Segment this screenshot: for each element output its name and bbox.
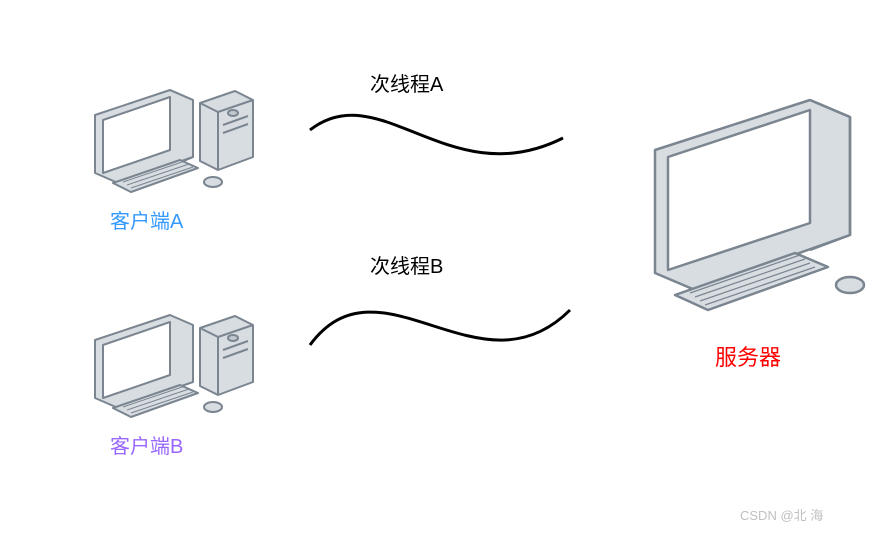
edge-thread-b: [0, 0, 895, 537]
thread-b-path: [310, 310, 570, 345]
thread-b-label: 次线程B: [370, 250, 443, 279]
watermark-text: CSDN @北 海: [740, 505, 823, 524]
